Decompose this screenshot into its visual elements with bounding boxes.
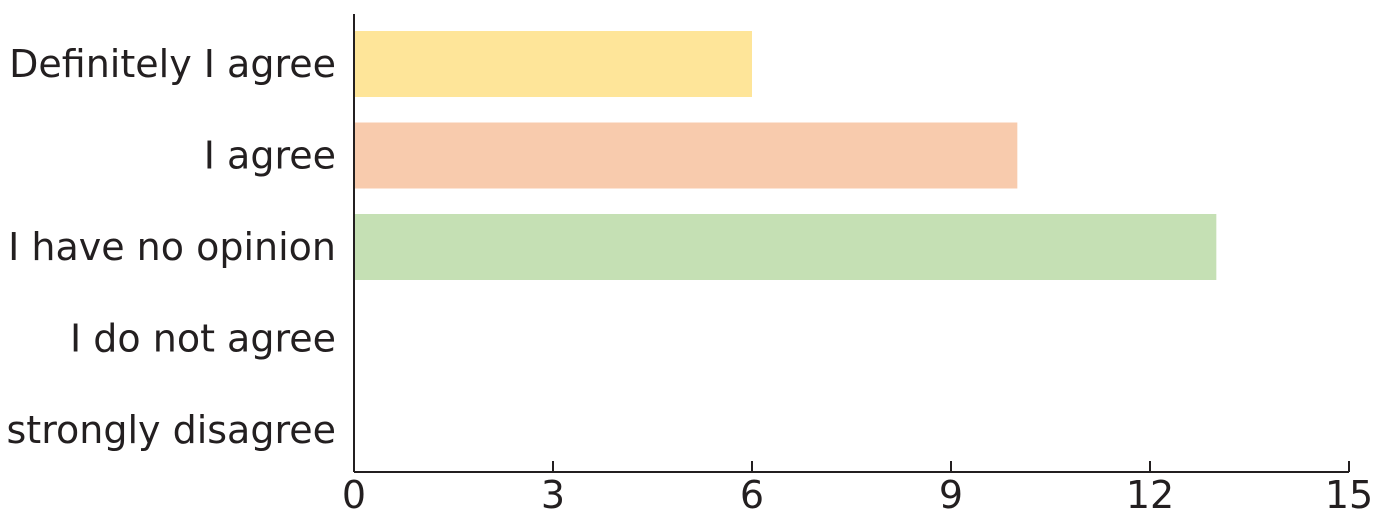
category-label-i-do-not-agree: I do not agree (70, 317, 336, 361)
x-tick-label-9: 9 (939, 473, 963, 515)
category-label-i-have-no-opinion: I have no opinion (8, 225, 336, 269)
x-tick-label-6: 6 (740, 473, 764, 515)
axes (353, 14, 1349, 473)
bar-definitely-i-agree (354, 31, 752, 97)
bar-i-agree (354, 122, 1018, 189)
category-label-definitely-i-agree: Definitely I agree (9, 42, 336, 86)
x-tick-label-15: 15 (1325, 473, 1373, 515)
x-ticks: 0 3 6 9 12 15 (342, 461, 1373, 515)
x-tick-label-12: 12 (1126, 473, 1174, 515)
bars (354, 31, 1217, 280)
x-tick-label-0: 0 (342, 473, 366, 515)
bar-i-have-no-opinion (354, 214, 1217, 280)
category-label-i-strongly-disagree: I strongly disagree (0, 408, 336, 452)
x-tick-label-3: 3 (541, 473, 565, 515)
category-label-i-agree: I agree (204, 134, 336, 178)
category-labels: Definitely I agree I agree I have no opini… (0, 42, 336, 452)
